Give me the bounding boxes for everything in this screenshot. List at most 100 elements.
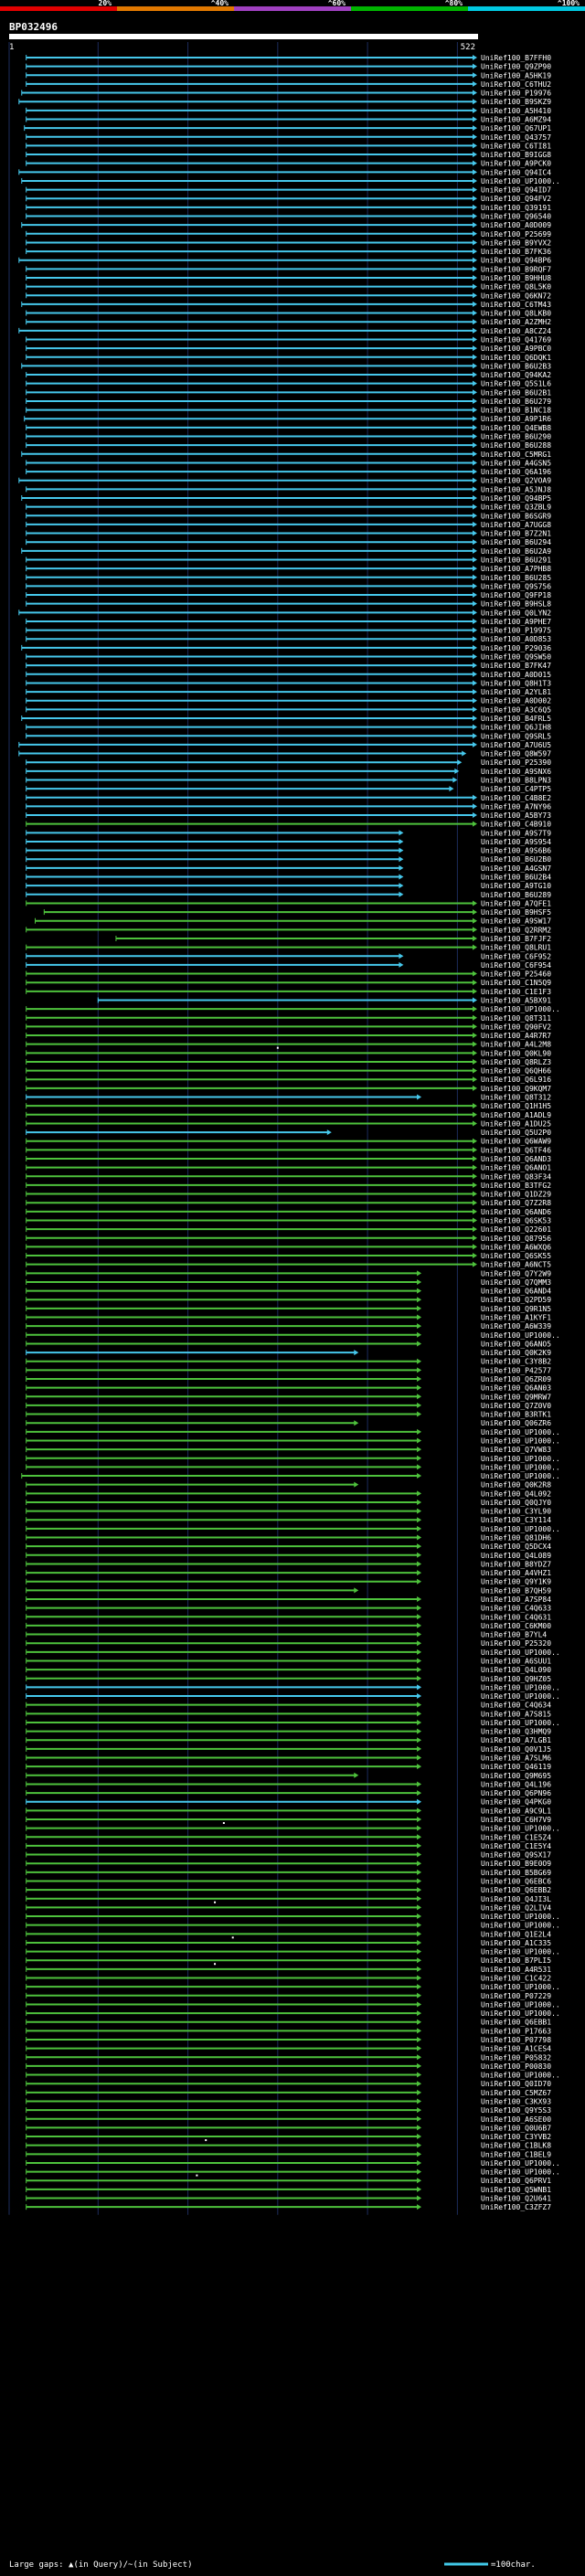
hit-label: UniRef100_Q3HMQ9 (481, 1728, 551, 1736)
hit-row: UniRef100_C6TI81 (26, 142, 551, 150)
hit-arrowhead (417, 1323, 422, 1330)
hit-arrowhead (417, 1631, 422, 1638)
hit-label: UniRef100_UP1000.. (481, 1913, 560, 1921)
hit-label: UniRef100_B9HHU8 (481, 274, 551, 282)
hit-arrowhead (473, 1014, 477, 1021)
hit-row: UniRef100_Q6L916 (26, 1076, 551, 1084)
hit-arrowhead (473, 1173, 477, 1180)
hit-arrowhead (473, 680, 477, 686)
hit-label: UniRef100_Q94IC4 (481, 168, 551, 176)
hit-label: UniRef100_Q4L196 (481, 1780, 551, 1788)
hit-label: UniRef100_B9YVX2 (481, 239, 551, 247)
hit-row: UniRef100_A6SUU1 (26, 1657, 551, 1665)
hit-row: UniRef100_Q6SK53 (26, 1216, 551, 1224)
hit-row: UniRef100_UP1000.. (26, 1005, 560, 1013)
hit-label: UniRef100_Q39191 (481, 204, 551, 212)
hit-arrowhead (417, 1975, 422, 1981)
hit-arrowhead (417, 1904, 422, 1911)
hit-label: UniRef100_B3TFG2 (481, 1182, 551, 1190)
hit-arrowhead (417, 1992, 422, 1998)
hit-arrowhead (473, 1103, 477, 1109)
hit-label: UniRef100_Q8T311 (481, 1014, 551, 1023)
hit-arrowhead (417, 1834, 422, 1840)
hit-arrowhead (417, 1499, 422, 1505)
hit-label: UniRef100_A9P1R6 (481, 415, 551, 423)
hit-label: UniRef100_A7PHB8 (481, 565, 551, 573)
hit-arrowhead (354, 1772, 359, 1778)
hit-arrowhead (473, 133, 477, 140)
hit-label: UniRef100_Q8L5K0 (481, 283, 551, 292)
hit-row: UniRef100_P42577 (26, 1366, 551, 1374)
hit-row: UniRef100_P19976 (21, 90, 551, 98)
hit-label: UniRef100_A4L2M8 (481, 1041, 551, 1049)
hit-arrowhead (417, 1737, 422, 1744)
hit-arrowhead (354, 1350, 359, 1356)
hit-arrowhead (417, 1719, 422, 1725)
hit-row: UniRef100_C3YVB2 (26, 2133, 551, 2142)
hit-row: UniRef100_Q5WNB1 (26, 2186, 551, 2194)
hit-arrowhead (473, 469, 477, 475)
hit-row: UniRef100_Q9Y5S3 (26, 2106, 551, 2115)
hit-label: UniRef100_A0D009 (481, 221, 551, 229)
hit-arrowhead (417, 1728, 422, 1734)
hit-arrowhead (473, 249, 477, 255)
hit-row: UniRef100_C6TM43 (21, 301, 551, 309)
hit-row: UniRef100_Q3ZBL9 (26, 504, 551, 512)
hit-row: UniRef100_Q7Z0V0 (26, 1402, 551, 1410)
hit-row: UniRef100_A8CZ24 (18, 327, 551, 335)
hit-row: UniRef100_A4GSN5 (26, 459, 551, 467)
hit-label: UniRef100_UP1000.. (481, 1948, 560, 1956)
hit-row: UniRef100_C4PTP5 (26, 785, 551, 793)
hit-arrowhead (417, 1331, 422, 1338)
hit-row: UniRef100_Q9S756 (26, 582, 551, 590)
hit-arrowhead (417, 1437, 422, 1444)
hit-label: UniRef100_UP1000.. (481, 177, 560, 186)
hit-label: UniRef100_C6TI81 (481, 142, 551, 150)
hit-arrowhead (399, 891, 404, 897)
hit-row: UniRef100_B6SGR9 (26, 512, 551, 520)
hit-row: UniRef100_Q1E2L4 (26, 1930, 551, 1939)
hit-arrowhead (417, 1596, 422, 1602)
hit-row: UniRef100_A6MZ94 (26, 115, 551, 123)
legend-gap-text: Large gaps: ▲(in Query)/~(in Subject) (9, 2560, 192, 2570)
hit-label: UniRef100_C3YVB2 (481, 2133, 551, 2141)
hit-row: UniRef100_Q4L089 (26, 1552, 551, 1560)
hit-label: UniRef100_C1C422 (481, 1975, 551, 1983)
hit-arrowhead (473, 424, 477, 430)
hit-arrowhead (417, 1754, 422, 1761)
hit-label: UniRef100_C6F952 (481, 952, 551, 960)
hit-arrowhead (399, 953, 404, 959)
hit-label: UniRef100_A6SE00 (481, 2115, 551, 2124)
hit-label: UniRef100_Q6A196 (481, 468, 551, 476)
hit-arrowhead (417, 1578, 422, 1585)
hit-arrowhead (417, 1693, 422, 1700)
hit-label: UniRef100_Q7VW83 (481, 1446, 551, 1454)
hit-label: UniRef100_P42577 (481, 1366, 551, 1374)
hit-label: UniRef100_C1E5Z4 (481, 1833, 551, 1841)
hit-row: UniRef100_Q96540 (26, 213, 551, 221)
hit-arrowhead (473, 152, 477, 158)
hit-label: UniRef100_UP1000.. (481, 1436, 560, 1445)
hit-arrowhead (417, 1411, 422, 1417)
scale-label: ^40% (211, 0, 229, 7)
hit-row: UniRef100_A1DU25 (26, 1119, 551, 1128)
hit-label: UniRef100_C4PTP5 (481, 785, 551, 793)
hit-label: UniRef100_Q96540 (481, 213, 551, 221)
hit-arrowhead (417, 2107, 422, 2114)
hit-label: UniRef100_Q9Y1K9 (481, 1578, 551, 1586)
hit-row: UniRef100_Q9SW50 (26, 653, 551, 662)
hit-row: UniRef100_Q6TF46 (26, 1146, 551, 1154)
hit-label: UniRef100_UP1000.. (481, 1331, 560, 1340)
hit-row: UniRef100_C1C422 (26, 1975, 551, 1983)
hit-label: UniRef100_Q5WNB1 (481, 2186, 551, 2194)
hit-arrowhead (473, 1164, 477, 1171)
hit-row: UniRef100_B7FFH0 (26, 54, 551, 62)
hit-label: UniRef100_A6MZ94 (481, 115, 551, 123)
hit-label: UniRef100_Q8LKB0 (481, 310, 551, 318)
hit-row: UniRef100_Q6SK55 (26, 1252, 551, 1260)
hit-arrowhead (417, 2037, 422, 2042)
hit-arrowhead (473, 927, 477, 933)
scale-label: ^60% (328, 0, 346, 7)
hit-label: UniRef100_Q6QH66 (481, 1067, 551, 1076)
